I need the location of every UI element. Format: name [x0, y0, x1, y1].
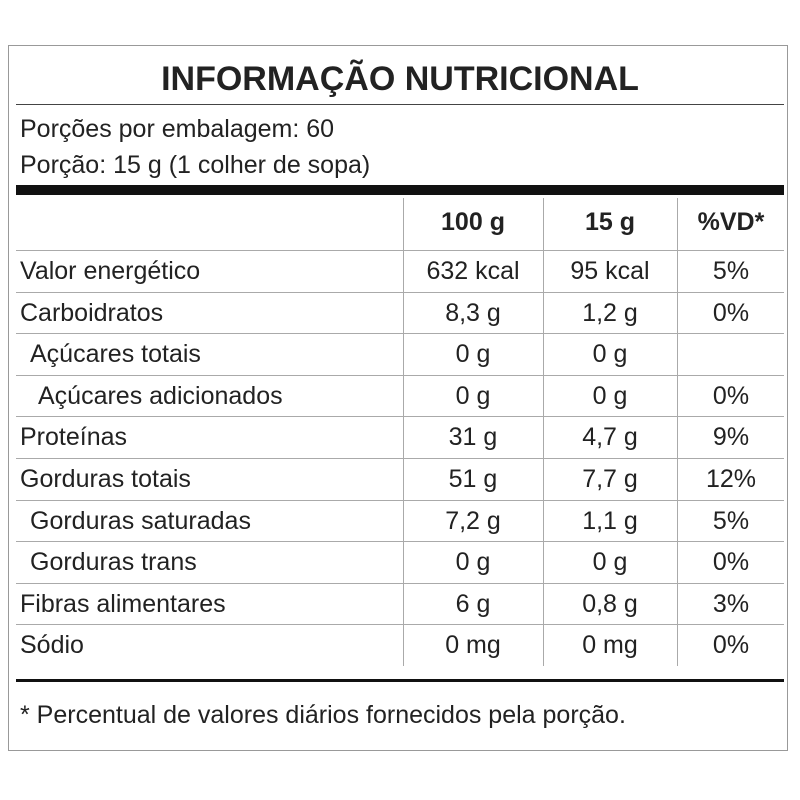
column-header: 100 g	[441, 208, 505, 236]
nutrient-value: 1,2 g	[582, 298, 638, 327]
nutrient-value: 0%	[712, 631, 750, 660]
column-header: 15 g	[584, 208, 636, 236]
nutrient-value: 51 g	[448, 465, 498, 493]
row-divider	[16, 582, 784, 584]
nutrient-value: 3%	[712, 589, 750, 618]
nutrient-label: Gorduras trans	[30, 548, 197, 577]
nutrient-value: 0,8 g	[582, 589, 638, 618]
nutrient-label: Açúcares totais	[30, 340, 201, 369]
nutrient-value: 8,3 g	[445, 298, 501, 327]
nutrient-value: 4,7 g	[582, 423, 638, 452]
nutrient-label: Gorduras saturadas	[30, 506, 251, 535]
row-divider	[16, 374, 784, 376]
nutrient-label: Fibras alimentares	[20, 589, 226, 618]
nutrient-value: 0 mg	[445, 631, 501, 660]
nutrient-value: 0 g	[455, 340, 491, 369]
nutrient-value: 0 g	[592, 548, 628, 577]
nutrient-value: 6 g	[455, 589, 491, 618]
row-divider	[16, 291, 784, 293]
serving-size: Porção: 15 g (1 colher de sopa)	[20, 151, 371, 179]
nutrient-value: 95 kcal	[570, 257, 650, 285]
nutrient-label: Proteínas	[20, 423, 128, 452]
nutrient-label: Sódio	[20, 631, 84, 660]
nutrient-value: 31 g	[448, 423, 498, 452]
nutrient-value: 0%	[712, 548, 750, 577]
nutrient-value: 0 g	[455, 548, 491, 577]
nutrient-label: Gorduras totais	[20, 465, 191, 493]
row-divider	[16, 541, 784, 543]
column-divider	[543, 198, 544, 666]
nutrient-value: 1,1 g	[582, 506, 638, 535]
nutrient-value: 0 mg	[582, 631, 638, 660]
nutrient-value: 0 g	[455, 381, 491, 410]
row-divider	[16, 250, 784, 251]
nutrient-label: Carboidratos	[20, 298, 164, 327]
thick-rule	[16, 679, 784, 682]
row-divider	[16, 624, 784, 626]
nutrient-label: Açúcares adicionados	[38, 381, 283, 410]
servings: Porções por embalagem: 60	[20, 115, 335, 143]
title: INFORMAÇÃO NUTRICIONAL	[161, 60, 639, 98]
nutrient-value: 0%	[712, 381, 750, 410]
nutrient-value: 0%	[712, 298, 750, 327]
nutrient-value: 5%	[712, 257, 750, 285]
nutrient-value: 9%	[712, 423, 750, 452]
row-divider	[16, 416, 784, 418]
column-divider	[677, 198, 678, 666]
nutrient-value: 5%	[712, 506, 750, 535]
column-header: %VD*	[697, 208, 765, 236]
rule	[16, 104, 784, 105]
thick-rule	[16, 185, 784, 195]
nutrient-value: 7,7 g	[582, 465, 638, 493]
nutrient-value: 632 kcal	[426, 257, 520, 285]
nutrient-label: Valor energético	[20, 257, 201, 285]
nutrient-value: 7,2 g	[445, 506, 501, 535]
row-divider	[16, 333, 784, 335]
nutrient-value: 0 g	[592, 340, 628, 369]
nutrient-value: 12%	[705, 465, 757, 493]
row-divider	[16, 458, 784, 459]
row-divider	[16, 499, 784, 501]
footnote: * Percentual de valores diários fornecid…	[20, 701, 626, 729]
nutrient-value: 0 g	[592, 381, 628, 410]
column-divider	[403, 198, 404, 666]
label-frame	[8, 45, 788, 751]
